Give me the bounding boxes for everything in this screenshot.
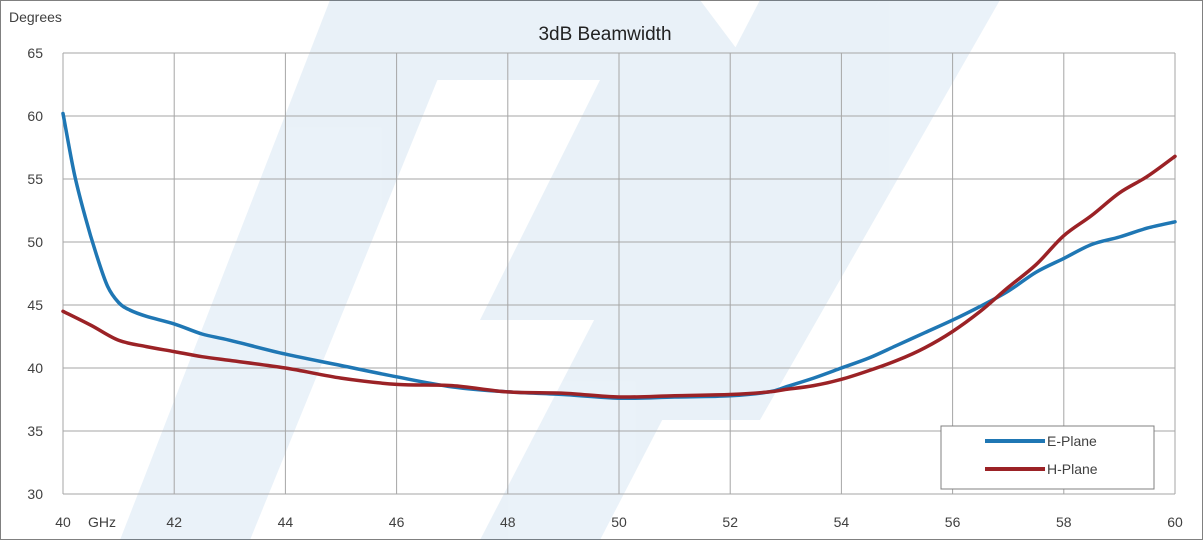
- y-tick-label: 50: [27, 234, 43, 250]
- y-axis-label: Degrees: [9, 9, 62, 25]
- y-tick-label: 40: [27, 360, 43, 376]
- series: [61, 111, 1177, 401]
- x-tick-label: 42: [166, 514, 182, 530]
- x-tick-label: 60: [1167, 514, 1183, 530]
- x-tick-label: 40: [55, 514, 71, 530]
- x-tick-label: 52: [722, 514, 738, 530]
- y-tick-label: 65: [27, 45, 43, 61]
- legend-label-h-plane: H-Plane: [1047, 461, 1098, 477]
- y-tick-label: 55: [27, 171, 43, 187]
- axes: 30 35 40 45 50 55 60 65 40 42 44 46 48 50 52 54 56 58 60: [27, 45, 1183, 530]
- legend: E-Plane H-Plane: [940, 425, 1155, 490]
- chart-title: 3dB Beamwidth: [538, 24, 671, 45]
- x-tick-label: 56: [945, 514, 961, 530]
- x-tick-label: 54: [834, 514, 850, 530]
- y-tick-label: 45: [27, 297, 43, 313]
- x-tick-label: 50: [611, 514, 627, 530]
- legend-box: [940, 425, 1155, 490]
- x-tick-label: 44: [278, 514, 294, 530]
- y-tick-label: 35: [27, 423, 43, 439]
- y-tick-label: 60: [27, 108, 43, 124]
- x-tick-label: 46: [389, 514, 405, 530]
- x-tick-label: 58: [1056, 514, 1072, 530]
- x-axis-unit: GHz: [88, 514, 116, 530]
- series-line-h-plane: [61, 154, 1177, 399]
- x-tick-label: 48: [500, 514, 516, 530]
- y-tick-label: 30: [27, 486, 43, 502]
- legend-label-e-plane: E-Plane: [1047, 433, 1097, 449]
